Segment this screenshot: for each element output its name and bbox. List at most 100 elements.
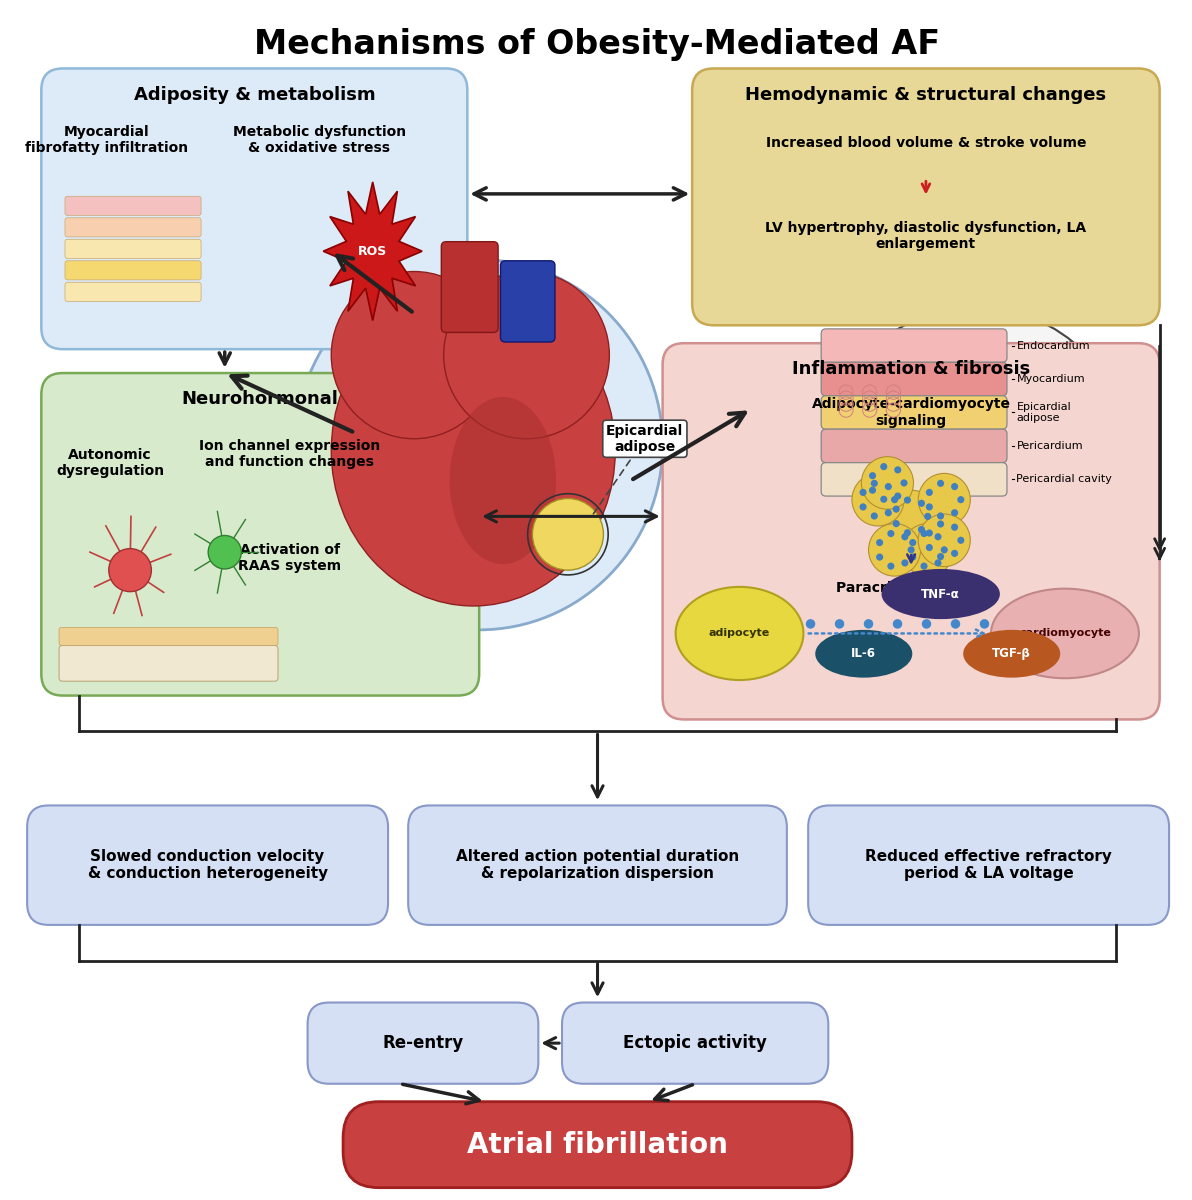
Circle shape: [951, 484, 958, 490]
FancyBboxPatch shape: [66, 260, 201, 280]
FancyBboxPatch shape: [821, 396, 1007, 430]
FancyBboxPatch shape: [663, 343, 1160, 720]
Text: Reduced effective refractory
period & LA voltage: Reduced effective refractory period & LA…: [865, 848, 1112, 881]
Text: Epicardial
adipose: Epicardial adipose: [594, 424, 683, 514]
Circle shape: [859, 488, 867, 496]
Circle shape: [884, 509, 892, 516]
Circle shape: [893, 520, 900, 527]
Circle shape: [951, 509, 958, 516]
FancyBboxPatch shape: [66, 239, 201, 258]
FancyBboxPatch shape: [343, 1102, 852, 1188]
FancyBboxPatch shape: [441, 241, 498, 332]
Text: Myocardium: Myocardium: [1017, 374, 1085, 384]
Circle shape: [869, 523, 920, 576]
Circle shape: [880, 496, 887, 503]
Text: Myocardial
fibrofatty infiltration: Myocardial fibrofatty infiltration: [25, 125, 188, 155]
FancyBboxPatch shape: [60, 628, 278, 646]
FancyBboxPatch shape: [408, 805, 787, 925]
FancyBboxPatch shape: [66, 197, 201, 215]
Circle shape: [533, 498, 603, 570]
Circle shape: [951, 523, 958, 530]
Circle shape: [926, 544, 933, 551]
Circle shape: [907, 546, 914, 553]
Circle shape: [904, 529, 911, 536]
FancyBboxPatch shape: [693, 68, 1160, 325]
Text: TNF-α: TNF-α: [921, 588, 960, 600]
FancyBboxPatch shape: [821, 329, 1007, 362]
Circle shape: [870, 480, 877, 487]
Circle shape: [901, 523, 954, 576]
Circle shape: [957, 536, 964, 544]
Circle shape: [108, 548, 151, 592]
FancyBboxPatch shape: [27, 805, 389, 925]
Circle shape: [870, 512, 877, 520]
Circle shape: [937, 512, 944, 520]
Ellipse shape: [676, 587, 803, 680]
Circle shape: [951, 550, 958, 557]
Text: LV hypertrophy, diastolic dysfunction, LA
enlargement: LV hypertrophy, diastolic dysfunction, L…: [765, 221, 1086, 251]
Circle shape: [834, 619, 844, 629]
Circle shape: [937, 480, 944, 487]
Circle shape: [921, 619, 931, 629]
Ellipse shape: [991, 589, 1138, 678]
Circle shape: [864, 619, 874, 629]
Circle shape: [918, 473, 970, 526]
Circle shape: [900, 479, 907, 486]
Ellipse shape: [815, 630, 912, 678]
Circle shape: [862, 457, 913, 509]
Circle shape: [869, 472, 876, 479]
Text: Atrial fibrillation: Atrial fibrillation: [467, 1130, 728, 1159]
Text: Epicardial
adipose: Epicardial adipose: [1017, 402, 1072, 424]
Circle shape: [926, 529, 933, 536]
Circle shape: [957, 496, 964, 503]
FancyBboxPatch shape: [42, 373, 479, 696]
FancyBboxPatch shape: [808, 805, 1169, 925]
Text: Metabolic dysfunction
& oxidative stress: Metabolic dysfunction & oxidative stress: [232, 125, 406, 155]
Text: Inflammation & fibrosis: Inflammation & fibrosis: [791, 360, 1030, 378]
Circle shape: [886, 490, 937, 542]
Circle shape: [296, 259, 663, 630]
Text: Re-entry: Re-entry: [383, 1034, 464, 1052]
Text: Activation of
RAAS system: Activation of RAAS system: [238, 544, 341, 574]
FancyBboxPatch shape: [42, 68, 467, 349]
Text: Ion channel expression
and function changes: Ion channel expression and function chan…: [199, 439, 380, 469]
Circle shape: [806, 619, 815, 629]
Text: Slowed conduction velocity
& conduction heterogeneity: Slowed conduction velocity & conduction …: [87, 848, 328, 881]
Circle shape: [937, 553, 944, 560]
Circle shape: [331, 271, 497, 439]
Circle shape: [822, 307, 1130, 618]
Circle shape: [859, 503, 867, 510]
Circle shape: [920, 530, 927, 538]
Circle shape: [894, 492, 901, 499]
Text: Mechanisms of Obesity-Mediated AF: Mechanisms of Obesity-Mediated AF: [254, 28, 940, 61]
Circle shape: [209, 535, 241, 569]
Circle shape: [880, 463, 887, 470]
Circle shape: [940, 546, 948, 553]
Polygon shape: [323, 182, 422, 320]
FancyBboxPatch shape: [501, 260, 555, 342]
Text: Neurohormonal: Neurohormonal: [182, 390, 339, 408]
Text: Endocardium: Endocardium: [1017, 341, 1089, 350]
Text: Adipocyte-cardiomyocyte
signaling: Adipocyte-cardiomyocyte signaling: [812, 397, 1011, 427]
Text: Pericardium: Pericardium: [1017, 440, 1084, 451]
Circle shape: [980, 619, 989, 629]
Text: cardiomyocyte: cardiomyocyte: [1019, 629, 1111, 638]
Circle shape: [890, 496, 898, 503]
Text: Hemodynamic & structural changes: Hemodynamic & structural changes: [745, 85, 1106, 103]
Circle shape: [852, 473, 904, 526]
Ellipse shape: [882, 569, 1000, 619]
Circle shape: [869, 487, 876, 493]
Ellipse shape: [331, 295, 615, 606]
FancyBboxPatch shape: [66, 217, 201, 236]
Text: Autonomic
dysregulation: Autonomic dysregulation: [56, 448, 164, 478]
Text: Increased blood volume & stroke volume: Increased blood volume & stroke volume: [765, 136, 1086, 150]
Circle shape: [918, 499, 925, 506]
Circle shape: [443, 271, 609, 439]
Text: Altered action potential duration
& repolarization dispersion: Altered action potential duration & repo…: [455, 848, 739, 881]
Circle shape: [893, 619, 902, 629]
FancyBboxPatch shape: [821, 362, 1007, 396]
FancyBboxPatch shape: [821, 463, 1007, 496]
Circle shape: [918, 514, 970, 566]
Circle shape: [920, 563, 927, 570]
Circle shape: [893, 505, 900, 512]
